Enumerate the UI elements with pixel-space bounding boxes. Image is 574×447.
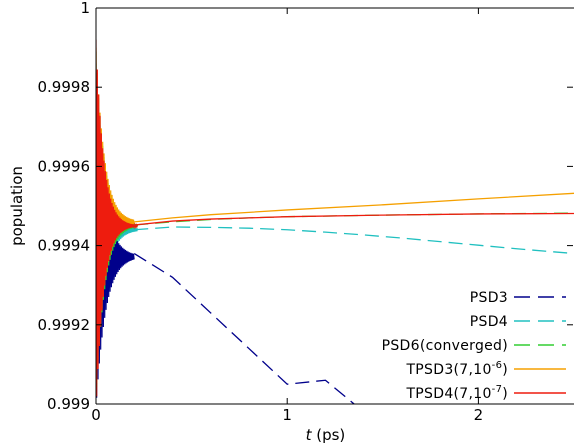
legend-entry: PSD3	[470, 290, 566, 306]
legend-entry: PSD6(converged)	[382, 338, 566, 354]
legend-entry: TPSD3(7,10-6)	[405, 360, 566, 378]
legend-label: TPSD3(7,10-6)	[405, 360, 508, 378]
series-line-4	[134, 212, 574, 226]
y-tick-label: 0.999	[47, 395, 90, 413]
x-tick-label: 0	[91, 406, 101, 424]
legend-entry: TPSD4(7,10-7)	[405, 384, 566, 402]
legend-label: PSD6(converged)	[382, 338, 508, 354]
x-tick-label: 1	[282, 406, 292, 424]
y-tick-label: 0.9994	[38, 237, 91, 255]
legend-entry: PSD4	[470, 314, 566, 330]
y-tick-label: 0.9996	[38, 157, 91, 175]
series-line-3	[134, 192, 574, 223]
series-tpsd4-oscillation	[96, 39, 139, 397]
x-tick-label: 2	[474, 406, 484, 424]
y-tick-label: 1	[80, 0, 90, 17]
legend-label: TPSD4(7,10-7)	[405, 384, 508, 402]
x-axis-label: t (ps)	[306, 426, 346, 444]
y-tick-label: 0.9998	[38, 78, 91, 96]
y-tick-label: 0.9992	[38, 316, 91, 334]
y-axis-label: population	[8, 166, 26, 246]
legend-label: PSD4	[470, 314, 508, 330]
series-line-0	[133, 252, 355, 404]
legend-label: PSD3	[470, 290, 508, 306]
series-line-1	[134, 226, 574, 255]
